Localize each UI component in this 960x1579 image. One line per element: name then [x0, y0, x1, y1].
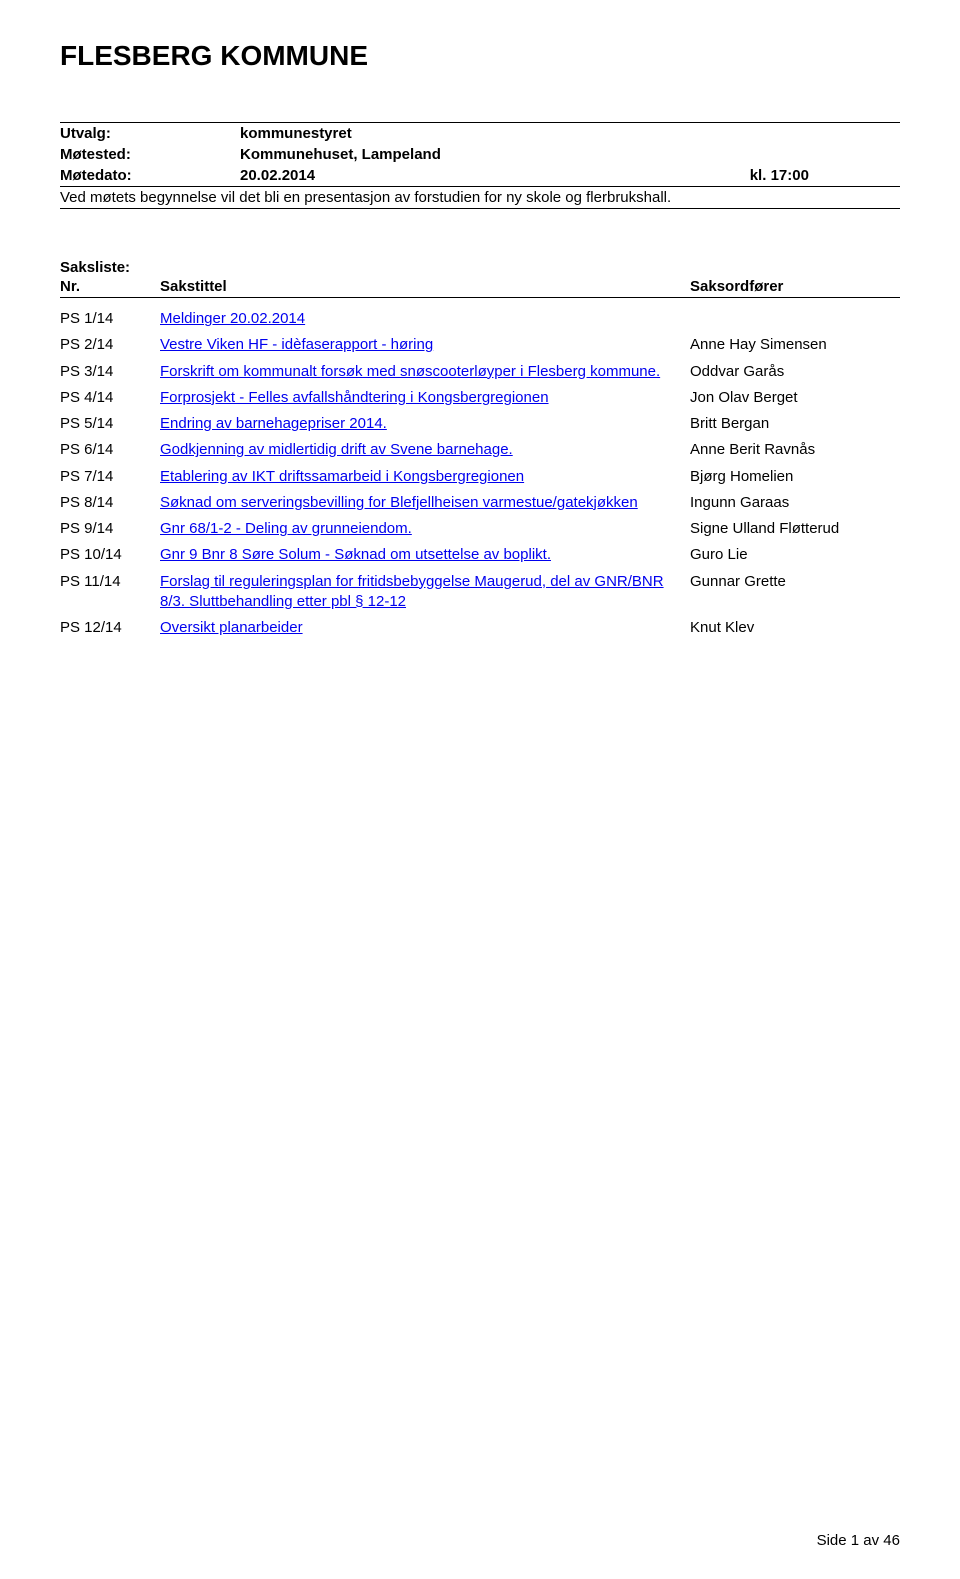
item-title-cell: Forskrift om kommunalt forsøk med snøsco… — [160, 359, 690, 385]
item-title-link[interactable]: Gnr 68/1-2 - Deling av grunneiendom. — [160, 520, 412, 537]
saksliste-header: Nr. Sakstittel Saksordfører — [60, 276, 900, 298]
saksliste-items: PS 1/14Meldinger 20.02.2014PS 2/14Vestre… — [60, 306, 900, 641]
header-tittel: Sakstittel — [160, 276, 690, 298]
item-nr: PS 1/14 — [60, 306, 160, 332]
item-nr: PS 12/14 — [60, 615, 160, 641]
item-title-cell: Forslag til reguleringsplan for fritidsb… — [160, 569, 690, 616]
page-footer: Side 1 av 46 — [817, 1532, 900, 1549]
header-nr: Nr. — [60, 276, 160, 298]
item-title-link[interactable]: Meldinger 20.02.2014 — [160, 310, 305, 327]
header-ordforer: Saksordfører — [690, 276, 900, 298]
item-title-cell: Godkjenning av midlertidig drift av Sven… — [160, 437, 690, 463]
item-title-cell: Oversikt planarbeider — [160, 615, 690, 641]
kl-label: kl. 17:00 — [750, 165, 900, 184]
item-title-link[interactable]: Vestre Viken HF - idèfaserapport - hørin… — [160, 336, 433, 353]
table-row: PS 8/14Søknad om serveringsbevilling for… — [60, 490, 900, 516]
item-ordforer: Oddvar Garås — [690, 359, 900, 385]
item-title-link[interactable]: Forprosjekt - Felles avfallshåndtering i… — [160, 389, 549, 406]
utvalg-label: Utvalg: — [60, 123, 240, 145]
table-row: PS 7/14Etablering av IKT driftssamarbeid… — [60, 464, 900, 490]
item-title-cell: Forprosjekt - Felles avfallshåndtering i… — [160, 385, 690, 411]
item-title-cell: Gnr 9 Bnr 8 Søre Solum - Søknad om utset… — [160, 542, 690, 568]
table-row: PS 9/14Gnr 68/1-2 - Deling av grunneiend… — [60, 516, 900, 542]
table-row: PS 11/14Forslag til reguleringsplan for … — [60, 569, 900, 616]
table-row: PS 4/14Forprosjekt - Felles avfallshåndt… — [60, 385, 900, 411]
item-title-link[interactable]: Etablering av IKT driftssamarbeid i Kong… — [160, 468, 524, 485]
item-title-link[interactable]: Søknad om serveringsbevilling for Blefje… — [160, 494, 638, 511]
table-row: PS 12/14Oversikt planarbeider Knut Klev — [60, 615, 900, 641]
item-title-cell: Etablering av IKT driftssamarbeid i Kong… — [160, 464, 690, 490]
item-nr: PS 11/14 — [60, 569, 160, 616]
item-ordforer — [690, 306, 900, 332]
item-title-link[interactable]: Oversikt planarbeider — [160, 619, 303, 636]
table-row: PS 5/14Endring av barnehagepriser 2014. B… — [60, 411, 900, 437]
item-ordforer: Guro Lie — [690, 542, 900, 568]
item-nr: PS 4/14 — [60, 385, 160, 411]
meeting-info-table: Utvalg: kommunestyret Møtested: Kommuneh… — [60, 122, 900, 184]
item-nr: PS 3/14 — [60, 359, 160, 385]
motedato-value: 20.02.2014 — [240, 165, 750, 184]
table-row: PS 2/14Vestre Viken HF - idèfaserapport … — [60, 332, 900, 358]
utvalg-value: kommunestyret — [240, 123, 750, 145]
item-ordforer: Knut Klev — [690, 615, 900, 641]
meeting-note: Ved møtets begynnelse vil det bli en pre… — [60, 186, 900, 209]
saksliste-label: Saksliste: — [60, 259, 900, 276]
item-title-cell: Meldinger 20.02.2014 — [160, 306, 690, 332]
table-row: PS 3/14Forskrift om kommunalt forsøk med… — [60, 359, 900, 385]
item-ordforer: Gunnar Grette — [690, 569, 900, 616]
item-title-cell: Gnr 68/1-2 - Deling av grunneiendom. — [160, 516, 690, 542]
item-nr: PS 7/14 — [60, 464, 160, 490]
item-ordforer: Anne Hay Simensen — [690, 332, 900, 358]
item-nr: PS 10/14 — [60, 542, 160, 568]
item-nr: PS 9/14 — [60, 516, 160, 542]
table-row: PS 10/14Gnr 9 Bnr 8 Søre Solum - Søknad … — [60, 542, 900, 568]
motedato-label: Møtedato: — [60, 165, 240, 184]
item-ordforer: Britt Bergan — [690, 411, 900, 437]
motested-label: Møtested: — [60, 144, 240, 165]
table-row: PS 6/14Godkjenning av midlertidig drift … — [60, 437, 900, 463]
item-ordforer: Jon Olav Berget — [690, 385, 900, 411]
item-nr: PS 6/14 — [60, 437, 160, 463]
item-title-cell: Søknad om serveringsbevilling for Blefje… — [160, 490, 690, 516]
item-ordforer: Anne Berit Ravnås — [690, 437, 900, 463]
item-ordforer: Ingunn Garaas — [690, 490, 900, 516]
item-title-link[interactable]: Forslag til reguleringsplan for fritidsb… — [160, 573, 664, 610]
document-title: FLESBERG KOMMUNE — [60, 40, 900, 72]
item-ordforer: Signe Ulland Fløtterud — [690, 516, 900, 542]
item-title-link[interactable]: Forskrift om kommunalt forsøk med snøsco… — [160, 363, 660, 380]
item-nr: PS 2/14 — [60, 332, 160, 358]
item-title-cell: Vestre Viken HF - idèfaserapport - hørin… — [160, 332, 690, 358]
item-nr: PS 8/14 — [60, 490, 160, 516]
motested-value: Kommunehuset, Lampeland — [240, 144, 750, 165]
item-ordforer: Bjørg Homelien — [690, 464, 900, 490]
item-title-link[interactable]: Gnr 9 Bnr 8 Søre Solum - Søknad om utset… — [160, 546, 551, 563]
item-title-link[interactable]: Godkjenning av midlertidig drift av Sven… — [160, 441, 513, 458]
item-nr: PS 5/14 — [60, 411, 160, 437]
item-title-cell: Endring av barnehagepriser 2014. — [160, 411, 690, 437]
item-title-link[interactable]: Endring av barnehagepriser 2014. — [160, 415, 387, 432]
table-row: PS 1/14Meldinger 20.02.2014 — [60, 306, 900, 332]
